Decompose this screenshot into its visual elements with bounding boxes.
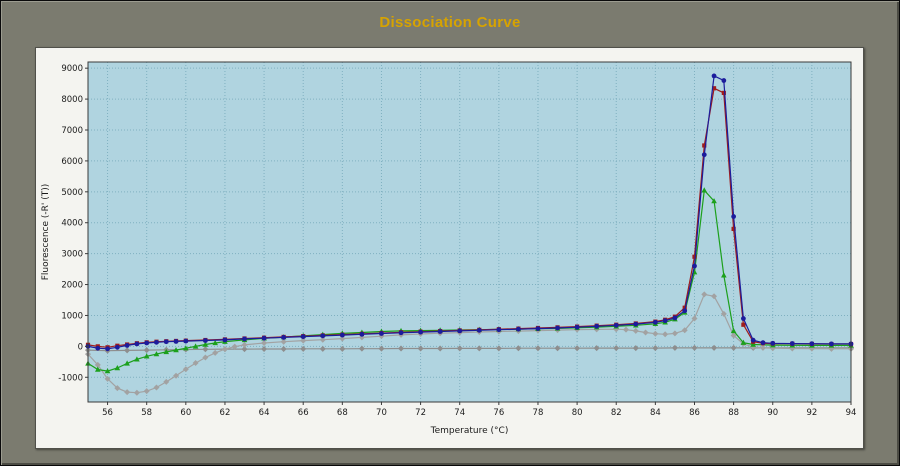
svg-text:78: 78 (533, 408, 544, 418)
svg-text:6000: 6000 (61, 157, 83, 167)
svg-text:1000: 1000 (61, 311, 83, 321)
dissociation-chart: 56 58 60 62 64 66 68 70 72 74 76 78 80 82 84 86 88 90 92 94… (41, 61, 856, 436)
svg-text:8000: 8000 (61, 95, 83, 105)
svg-text:92: 92 (806, 408, 817, 418)
page-title: Dissociation Curve (379, 13, 521, 31)
svg-text:76: 76 (493, 408, 504, 418)
svg-text:64: 64 (259, 408, 270, 418)
plot-area (88, 62, 851, 402)
plot-border (87, 61, 852, 403)
svg-text:70: 70 (376, 408, 387, 418)
svg-text:84: 84 (650, 408, 661, 418)
x-axis-label: Temperature (°C) (430, 426, 509, 436)
svg-text:0: 0 (78, 342, 83, 352)
svg-text:7000: 7000 (61, 126, 83, 136)
chart-panel: 56 58 60 62 64 66 68 70 72 74 76 78 80 82 84 86 88 90 92 94… (35, 47, 864, 449)
svg-text:80: 80 (572, 408, 583, 418)
svg-text:3000: 3000 (61, 250, 83, 260)
axis-ticks: 56 58 60 62 64 66 68 70 72 74 76 78 80 82 84 86 88 90 92 94… (58, 64, 856, 418)
svg-text:72: 72 (415, 408, 426, 418)
svg-text:2000: 2000 (61, 281, 83, 291)
svg-text:86: 86 (689, 408, 700, 418)
svg-text:74: 74 (454, 408, 465, 418)
gridlines (88, 62, 852, 402)
svg-text:68: 68 (337, 408, 348, 418)
svg-text:90: 90 (767, 408, 778, 418)
y-axis-label: Fluorescence (-R' (T)) (41, 184, 51, 281)
svg-text:88: 88 (728, 408, 739, 418)
svg-text:82: 82 (611, 408, 622, 418)
svg-text:60: 60 (180, 408, 191, 418)
svg-text:5000: 5000 (61, 188, 83, 198)
title-bar: Dissociation Curve (1, 1, 899, 43)
svg-text:-1000: -1000 (58, 373, 83, 383)
svg-text:4000: 4000 (61, 219, 83, 229)
series-blue (85, 73, 854, 352)
svg-text:9000: 9000 (61, 64, 83, 74)
svg-text:94: 94 (846, 408, 857, 418)
svg-text:56: 56 (102, 408, 113, 418)
svg-text:66: 66 (298, 408, 309, 418)
svg-text:58: 58 (141, 408, 152, 418)
svg-text:62: 62 (220, 408, 231, 418)
